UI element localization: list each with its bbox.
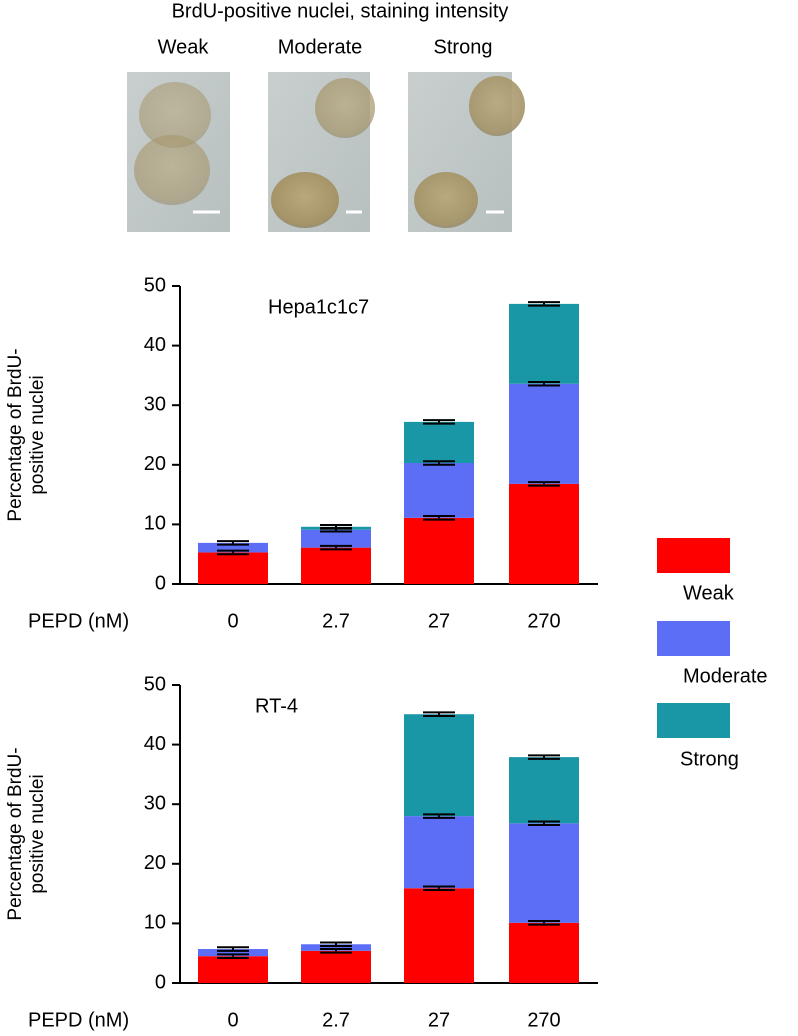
bar-segment [301, 529, 371, 548]
y-axis-label-line: Percentage of BrdU- [5, 747, 26, 920]
y-tick-label: 40 [144, 334, 166, 356]
legend-swatch [657, 621, 730, 656]
error-bar [528, 820, 560, 827]
error-bar [423, 885, 455, 892]
legend-swatch [657, 538, 730, 573]
bar-segment [404, 714, 474, 817]
image-label: Strong [434, 36, 493, 58]
chart-title: RT-4 [255, 695, 298, 717]
x-tick-label: 27 [428, 610, 450, 632]
y-tick-label: 10 [144, 513, 166, 535]
y-axis-label-line: positive nuclei [27, 375, 48, 494]
y-tick-label: 0 [155, 971, 166, 993]
y-tick-label: 10 [144, 912, 166, 934]
bar-segment [509, 757, 579, 824]
x-tick-label: 2.7 [322, 1009, 350, 1031]
bar-segment [198, 542, 268, 553]
bar-segment [509, 483, 579, 584]
y-tick-label: 20 [144, 453, 166, 475]
y-tick-label: 20 [144, 852, 166, 874]
x-tick-label: 270 [527, 1009, 560, 1031]
bar-segment [509, 823, 579, 923]
error-bar [320, 948, 352, 954]
bar-segment [509, 303, 579, 384]
image-label: Weak [158, 36, 210, 58]
x-tick-label: 270 [527, 610, 560, 632]
bar-segment [509, 922, 579, 983]
x-axis-label: PEPD (nM) [28, 1009, 129, 1031]
error-bar [423, 711, 455, 717]
error-bar [423, 515, 455, 521]
error-bar [528, 380, 560, 387]
bar-segment [301, 944, 371, 951]
y-tick-label: 40 [144, 733, 166, 755]
error-bar [217, 549, 249, 556]
error-bar [528, 481, 560, 487]
micrograph [127, 72, 230, 232]
micrograph [408, 72, 525, 232]
y-axis-label: Percentage of BrdU-positive nuclei [5, 747, 48, 920]
error-bar [423, 813, 455, 819]
x-axis-label: PEPD (nM) [28, 610, 129, 632]
error-bar [217, 540, 249, 546]
legend-label: Moderate [683, 665, 768, 687]
bar-segment [198, 949, 268, 957]
bar-segment [198, 956, 268, 983]
bar-segment [404, 816, 474, 889]
error-bar [423, 460, 455, 466]
error-bar [217, 953, 249, 959]
chart-title: Hepa1c1c7 [268, 296, 369, 318]
y-tick-label: 0 [155, 572, 166, 594]
error-bar [528, 754, 560, 760]
x-tick-label: 0 [227, 610, 238, 632]
x-tick-label: 2.7 [322, 610, 350, 632]
error-bar [217, 946, 249, 952]
error-bar [320, 941, 352, 948]
y-tick-label: 50 [144, 673, 166, 695]
bar-segment [404, 463, 474, 518]
bar-segment [198, 552, 268, 584]
y-axis-label-line: positive nuclei [27, 774, 48, 893]
bar-segment [404, 421, 474, 464]
x-tick-label: 27 [428, 1009, 450, 1031]
y-tick-label: 30 [144, 792, 166, 814]
error-bar [423, 419, 455, 425]
y-tick-label: 50 [144, 274, 166, 296]
error-bar [320, 523, 352, 530]
bar-segment [404, 517, 474, 584]
panel-title: BrdU-positive nuclei, staining intensity [172, 0, 509, 22]
bar-segment [404, 888, 474, 983]
x-tick-label: 0 [227, 1009, 238, 1031]
image-label: Moderate [278, 36, 363, 58]
error-bar [528, 920, 560, 926]
bar-segment [301, 950, 371, 983]
y-axis-label: Percentage of BrdU-positive nuclei [5, 348, 48, 521]
y-tick-label: 30 [144, 393, 166, 415]
legend-swatch [657, 703, 730, 738]
bar-segment [301, 547, 371, 584]
legend-label: Strong [680, 748, 739, 770]
bar-segment [509, 383, 579, 484]
y-axis-label-line: Percentage of BrdU- [5, 348, 26, 521]
micrograph [268, 72, 375, 232]
error-bar [528, 301, 560, 307]
error-bar [320, 544, 352, 551]
legend-label: Weak [683, 582, 735, 604]
